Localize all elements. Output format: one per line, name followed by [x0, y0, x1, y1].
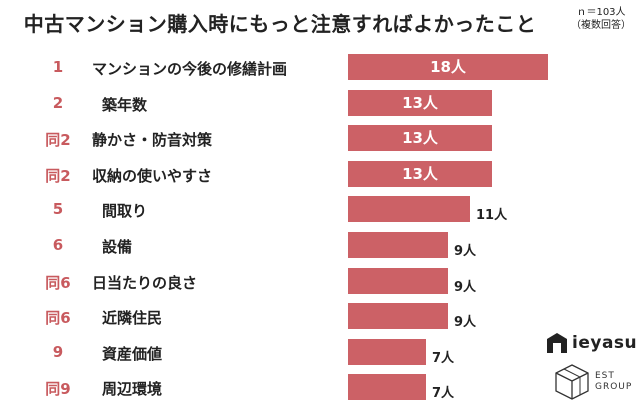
bar — [348, 54, 548, 80]
rank-label: 9 — [52, 342, 64, 361]
value-label: 9人 — [454, 244, 477, 259]
bar — [348, 232, 448, 258]
value-label: 7人 — [432, 350, 455, 366]
bar — [348, 303, 448, 330]
category-label: 近隣住民 — [102, 309, 163, 328]
rank-label: 同2 — [45, 131, 71, 150]
category-label: 築年数 — [102, 95, 148, 114]
value-label: 13人 — [402, 93, 438, 112]
bar — [348, 374, 426, 401]
category-label: 収納の使いやすさ — [92, 166, 213, 185]
value-label: 11人 — [476, 208, 508, 224]
bar — [348, 338, 426, 365]
value-label: 9人 — [454, 279, 477, 295]
est-logo-line1: EST — [595, 371, 615, 381]
rank-label: 同2 — [45, 166, 71, 185]
ieyasu-logo-text: ieyasu — [572, 333, 638, 353]
est-group-logo-text: EST GROUP — [595, 371, 632, 393]
multiple-answers-note: （複数回答） — [571, 20, 631, 31]
cube-icon — [555, 364, 589, 400]
rank-label: 同6 — [45, 309, 71, 328]
rank-label: 同6 — [45, 273, 71, 292]
category-label: 周辺環境 — [102, 380, 163, 399]
rank-label: 1 — [52, 58, 64, 76]
est-group-logo: EST GROUP — [553, 362, 632, 402]
bar — [348, 125, 492, 152]
rank-label: 同9 — [45, 380, 71, 399]
category-label: 設備 — [102, 238, 133, 256]
ieyasu-logo: ieyasu — [546, 330, 637, 356]
house-icon — [547, 333, 567, 353]
bar — [348, 89, 492, 116]
bar — [348, 267, 448, 294]
sample-note: ｎ＝103人 （複数回答） — [566, 6, 636, 32]
category-label: 資産価値 — [102, 344, 163, 363]
value-label: 13人 — [402, 129, 438, 148]
category-label: 静かさ・防音対策 — [92, 131, 213, 150]
value-label: 18人 — [430, 58, 466, 76]
rank-label: 2 — [52, 93, 64, 112]
category-label: マンションの今後の修繕計画 — [92, 60, 288, 78]
est-logo-line2: GROUP — [595, 382, 633, 392]
value-label: 9人 — [454, 315, 477, 331]
sample-size: ｎ＝103人 — [576, 7, 626, 18]
chart-title: 中古マンション購入時にもっと注意すればよかったこと — [23, 12, 537, 36]
category-label: 日当たりの良さ — [92, 273, 198, 292]
value-label: 13人 — [402, 164, 438, 183]
category-label: 間取り — [102, 202, 148, 221]
bar — [348, 160, 492, 187]
rank-label: 5 — [52, 200, 64, 219]
rank-label: 6 — [52, 236, 64, 254]
bar — [348, 196, 470, 223]
value-label: 7人 — [432, 386, 455, 402]
